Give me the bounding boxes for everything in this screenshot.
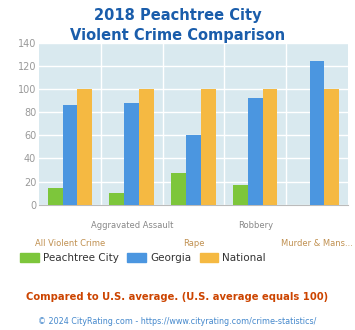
Bar [263, 89, 278, 205]
Bar [201, 89, 216, 205]
Bar [139, 89, 154, 205]
Bar [324, 89, 339, 205]
Text: All Violent Crime: All Violent Crime [35, 239, 105, 248]
Bar [48, 188, 62, 205]
Bar [109, 193, 124, 205]
Text: Compared to U.S. average. (U.S. average equals 100): Compared to U.S. average. (U.S. average … [26, 292, 329, 302]
Text: Aggravated Assault: Aggravated Assault [91, 221, 173, 230]
Bar [186, 135, 201, 205]
Text: Robbery: Robbery [238, 221, 273, 230]
Bar [62, 105, 77, 205]
Bar [171, 174, 186, 205]
Bar [310, 61, 324, 205]
Bar [124, 103, 139, 205]
Bar [248, 98, 263, 205]
Text: Violent Crime Comparison: Violent Crime Comparison [70, 28, 285, 43]
Legend: Peachtree City, Georgia, National: Peachtree City, Georgia, National [16, 248, 270, 267]
Text: Murder & Mans...: Murder & Mans... [281, 239, 353, 248]
Text: Rape: Rape [183, 239, 204, 248]
Text: 2018 Peachtree City: 2018 Peachtree City [94, 8, 261, 23]
Bar [77, 89, 92, 205]
Bar [233, 185, 248, 205]
Text: © 2024 CityRating.com - https://www.cityrating.com/crime-statistics/: © 2024 CityRating.com - https://www.city… [38, 317, 317, 326]
